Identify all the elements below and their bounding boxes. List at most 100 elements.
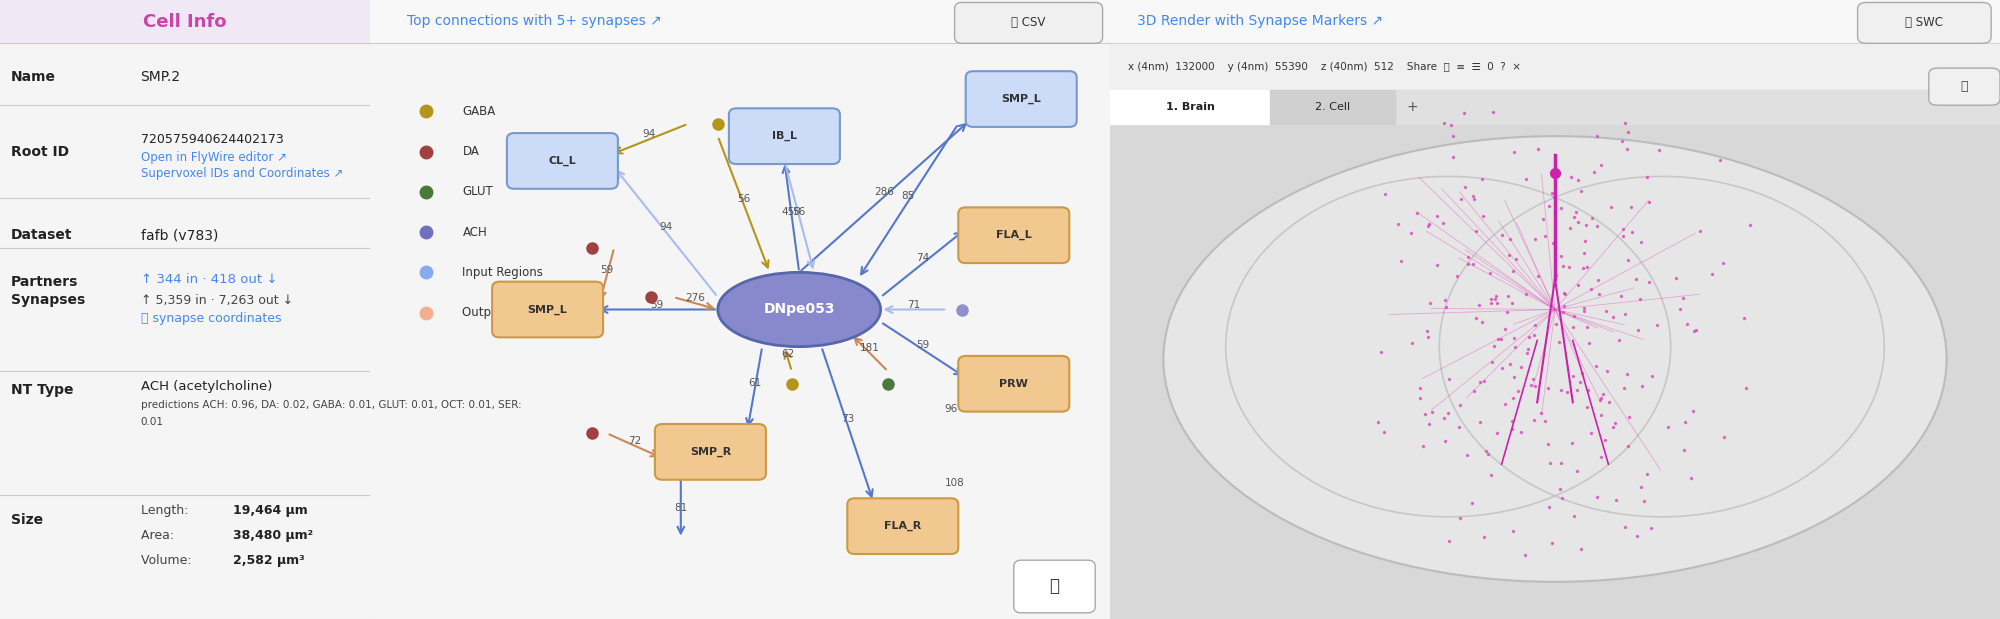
Point xyxy=(1536,238,1568,248)
Point xyxy=(1430,295,1462,305)
Text: Synapses: Synapses xyxy=(12,293,86,307)
Point xyxy=(1368,189,1400,199)
Point xyxy=(1586,160,1618,170)
Point xyxy=(1562,280,1594,290)
Point xyxy=(1494,235,1526,245)
Point xyxy=(1622,324,1654,334)
Point xyxy=(1566,368,1598,378)
Point xyxy=(1490,308,1522,318)
Point xyxy=(1568,306,1600,316)
Point xyxy=(1496,526,1528,536)
Point xyxy=(1504,362,1536,372)
Text: Output Regions: Output Regions xyxy=(462,306,554,319)
Point xyxy=(1612,412,1644,422)
Point xyxy=(1668,293,1700,303)
Point xyxy=(1536,188,1568,197)
Point xyxy=(1462,300,1494,310)
Point xyxy=(1468,376,1500,386)
FancyBboxPatch shape xyxy=(954,2,1102,43)
Point xyxy=(1362,417,1394,427)
Point xyxy=(1584,410,1616,420)
Point xyxy=(1532,201,1564,211)
Point xyxy=(1512,348,1544,358)
Text: GLUT: GLUT xyxy=(462,185,494,199)
Point xyxy=(1444,400,1476,410)
Point xyxy=(1496,417,1528,426)
Text: Open in FlyWire editor ↗: Open in FlyWire editor ↗ xyxy=(140,151,286,165)
Point xyxy=(1486,334,1518,344)
Point xyxy=(1430,301,1462,311)
Text: Name: Name xyxy=(12,71,56,84)
Point xyxy=(1428,436,1460,446)
Point xyxy=(1626,381,1658,391)
Point xyxy=(1596,422,1628,431)
Point xyxy=(1588,435,1620,444)
Point xyxy=(1610,309,1642,319)
Bar xyxy=(0,0,370,43)
Text: x (4nm)  132000    y (4nm)  55390    z (40nm)  512    Share  Ⓢ  ≡  ☰  0  ?  ×: x (4nm) 132000 y (4nm) 55390 z (40nm) 51… xyxy=(1128,62,1520,72)
Point xyxy=(1566,186,1598,196)
Point xyxy=(1520,320,1552,330)
Point xyxy=(1602,335,1634,345)
Text: 72: 72 xyxy=(628,436,642,446)
Text: Size: Size xyxy=(12,513,44,527)
FancyBboxPatch shape xyxy=(848,498,958,554)
FancyBboxPatch shape xyxy=(492,282,604,337)
Text: DA: DA xyxy=(462,145,480,158)
Bar xyxy=(1110,90,2000,124)
Point xyxy=(1486,363,1518,373)
Point xyxy=(1440,271,1472,281)
Point xyxy=(1498,371,1530,381)
Point xyxy=(1604,292,1636,301)
Point xyxy=(1558,511,1590,521)
Point xyxy=(1608,118,1640,128)
Point xyxy=(1450,450,1482,460)
Point xyxy=(1546,251,1578,261)
Point xyxy=(1468,532,1500,542)
Text: Area:: Area: xyxy=(140,529,178,542)
Point xyxy=(1532,439,1564,449)
Point xyxy=(1558,212,1590,222)
Text: 71: 71 xyxy=(908,300,920,310)
Point xyxy=(1516,380,1548,390)
FancyBboxPatch shape xyxy=(958,207,1070,263)
Bar xyxy=(1110,43,2000,90)
Point xyxy=(1548,288,1580,298)
Point xyxy=(1540,319,1572,329)
Point xyxy=(1432,409,1464,418)
Point xyxy=(1404,393,1436,403)
Point xyxy=(1680,325,1712,335)
Point xyxy=(1500,342,1532,352)
Point xyxy=(1416,407,1448,417)
Text: 96: 96 xyxy=(944,404,958,413)
Text: 94: 94 xyxy=(642,129,656,139)
Text: 81: 81 xyxy=(674,503,688,513)
Point xyxy=(1574,339,1606,348)
Text: ⤓ synapse coordinates: ⤓ synapse coordinates xyxy=(140,312,282,326)
Point xyxy=(1584,289,1616,299)
Point xyxy=(1634,197,1666,207)
Text: 458: 458 xyxy=(782,207,802,217)
Text: Volume:: Volume: xyxy=(140,553,196,567)
Ellipse shape xyxy=(718,272,880,347)
Point xyxy=(1536,538,1568,548)
Point xyxy=(1540,270,1572,280)
Point xyxy=(1592,366,1624,376)
Text: predictions ACH: 0.96, DA: 0.02, GABA: 0.01, GLUT: 0.01, OCT: 0.01, SER:: predictions ACH: 0.96, DA: 0.02, GABA: 0… xyxy=(140,400,522,410)
Text: ↑ 5,359 in · 7,263 out ↓: ↑ 5,359 in · 7,263 out ↓ xyxy=(140,293,292,307)
Point xyxy=(1630,469,1662,479)
Text: IB_L: IB_L xyxy=(772,131,796,141)
Point xyxy=(1476,107,1508,117)
Point xyxy=(1480,291,1512,301)
Point xyxy=(1560,385,1592,395)
Point xyxy=(1558,311,1590,321)
Text: DNpe053: DNpe053 xyxy=(764,303,834,316)
Text: SMP.2: SMP.2 xyxy=(140,71,180,84)
Text: ⤓ CSV: ⤓ CSV xyxy=(1012,16,1046,30)
Text: ACH: ACH xyxy=(462,225,488,239)
FancyBboxPatch shape xyxy=(728,108,840,164)
Point xyxy=(1464,417,1496,427)
Point xyxy=(1502,386,1534,396)
Point xyxy=(1624,482,1656,492)
Point xyxy=(1612,441,1644,451)
